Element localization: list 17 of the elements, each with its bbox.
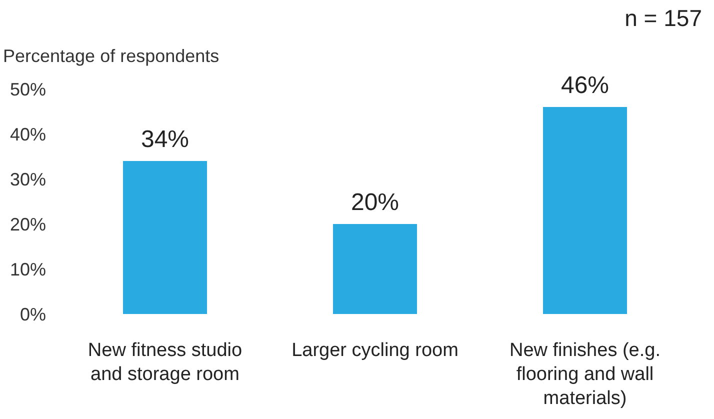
bar: [123, 161, 207, 314]
y-tick-label: 10%: [10, 259, 46, 280]
data-label: 34%: [140, 126, 190, 153]
y-tick-label: 50%: [10, 79, 46, 100]
data-label: 46%: [560, 72, 610, 99]
data-label: 20%: [350, 189, 400, 216]
x-tick-label: New fitness studio and storage room: [88, 340, 242, 385]
y-tick-label: 40%: [10, 124, 46, 144]
x-tick-label: Larger cycling room: [292, 340, 458, 361]
y-axis-title: Percentage of respondents: [3, 46, 220, 66]
bar: [543, 107, 627, 314]
text: n = 157: [624, 5, 702, 31]
y-tick-label: 0%: [20, 304, 46, 324]
x-tick-label: New finishes (e.g. flooring and wall materials): [509, 340, 661, 409]
bar: [333, 224, 417, 314]
y-tick-label: 30%: [10, 169, 46, 190]
y-tick-label: 20%: [10, 214, 46, 234]
